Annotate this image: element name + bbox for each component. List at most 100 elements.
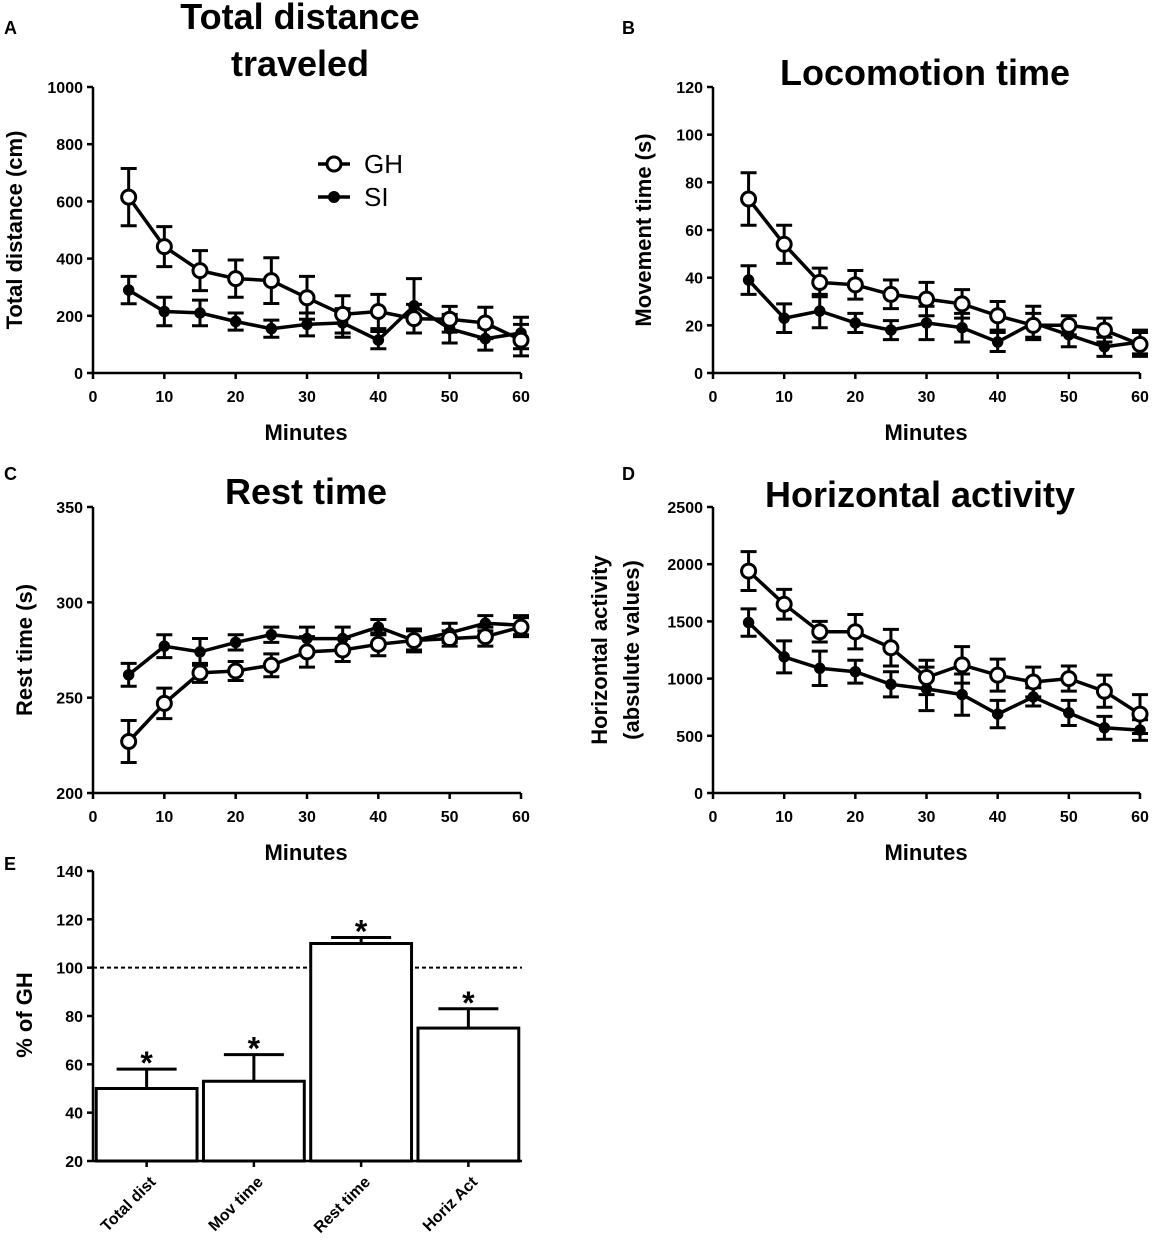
y-tick-label: 40	[685, 271, 703, 288]
data-point-si	[301, 632, 313, 645]
x-tick-label: 60	[512, 809, 530, 826]
data-point-si	[742, 616, 755, 629]
x-axis-label-b: Minutes	[884, 420, 967, 445]
x-tick-label: 0	[89, 389, 98, 406]
y-axis-label-d-line1: Horizontal activity	[587, 554, 612, 744]
data-point-gh	[846, 276, 864, 294]
data-point-gh	[1060, 670, 1078, 688]
y-tick-label: 140	[56, 864, 83, 881]
data-point-si	[920, 317, 933, 329]
data-point-si	[991, 336, 1004, 348]
legend-label-si: SI	[364, 182, 389, 212]
data-point-gh	[775, 235, 793, 253]
data-point-si	[1063, 707, 1075, 719]
series-line-gh	[127, 625, 522, 743]
y-tick-label: 20	[685, 318, 703, 335]
y-tick-label: 0	[74, 366, 83, 383]
plot-area-c: 200 250 300 350 0 10 20 30 40 50 60	[56, 500, 530, 826]
data-point-si	[479, 617, 492, 630]
significance-marker: *	[462, 985, 475, 1021]
data-point-gh	[405, 631, 423, 649]
data-point-gh	[1131, 705, 1149, 723]
data-point-gh	[227, 270, 245, 288]
data-point-gh	[298, 289, 316, 307]
panel-d: D Horizontal activity Horizontal activit…	[587, 464, 1149, 865]
x-tick-label: 0	[709, 389, 718, 406]
series-line-si	[747, 278, 1141, 349]
data-point-gh	[262, 272, 280, 290]
data-point-si	[814, 305, 826, 317]
data-point-gh	[191, 664, 209, 682]
data-point-si	[479, 332, 492, 345]
data-point-gh	[369, 635, 387, 653]
x-tick-label: 40	[369, 389, 387, 406]
data-point-gh	[1060, 316, 1078, 334]
significance-marker: *	[140, 1045, 153, 1081]
data-point-si	[229, 636, 242, 649]
y-tick-label: 60	[685, 223, 703, 240]
data-point-si	[885, 678, 897, 691]
y-tick-label: 400	[56, 252, 83, 269]
data-point-si	[372, 334, 385, 346]
data-point-gh	[512, 331, 530, 349]
y-tick-label: 80	[685, 175, 703, 192]
data-point-si	[122, 284, 135, 296]
x-tick-label: 60	[512, 389, 530, 406]
data-point-gh	[334, 305, 352, 323]
panel-e: E % of GH 20 40 60 80 100 120 140 * Total dist * M…	[4, 854, 522, 1237]
x-tick-label: 0	[89, 809, 98, 826]
error-bar	[223, 1053, 284, 1082]
x-tick-label: 10	[155, 389, 173, 406]
data-point-gh	[1131, 335, 1149, 353]
data-point-gh	[476, 314, 494, 332]
y-tick-label: 80	[65, 1009, 83, 1026]
bar-horiz-act	[416, 1026, 521, 1163]
x-axis-label-c: Minutes	[264, 840, 347, 865]
y-tick-label: 0	[694, 786, 703, 803]
y-tick-label: 250	[56, 691, 83, 708]
data-point-gh	[120, 188, 138, 206]
legend-marker-gh	[325, 155, 343, 173]
y-tick-label: 40	[65, 1106, 83, 1123]
data-point-gh	[882, 285, 900, 303]
data-point-gh	[512, 618, 530, 636]
y-tick-label: 1000	[667, 672, 703, 689]
series-line-si	[127, 621, 522, 677]
data-point-gh	[191, 262, 209, 280]
x-tick-label: 50	[1060, 389, 1078, 406]
panel-b: B Locomotion time Movement time (s) Minu…	[622, 18, 1149, 445]
data-point-si	[1098, 722, 1111, 734]
x-tick-label: Horiz Act	[420, 1173, 482, 1235]
data-point-gh	[298, 643, 316, 661]
legend-a: GH SI	[318, 149, 403, 212]
x-tick-label: 60	[1131, 389, 1149, 406]
data-point-si	[122, 669, 135, 681]
data-point-gh	[740, 562, 758, 580]
x-tick-label: 30	[298, 389, 316, 406]
data-point-gh	[120, 733, 138, 751]
data-point-si	[849, 665, 862, 678]
data-point-gh	[155, 238, 173, 256]
data-point-si	[194, 646, 206, 658]
y-tick-label: 200	[56, 786, 83, 803]
data-point-si	[265, 322, 278, 335]
data-point-si	[885, 324, 897, 336]
panel-letter-c: C	[4, 464, 17, 484]
data-point-gh	[405, 310, 423, 328]
bar-total-dist	[94, 1087, 199, 1163]
data-point-gh	[1095, 682, 1113, 700]
y-tick-label: 2500	[667, 500, 703, 517]
data-point-gh	[476, 628, 494, 646]
legend-label-gh: GH	[364, 149, 403, 179]
legend-marker-si	[328, 191, 340, 203]
data-point-gh	[1024, 316, 1042, 334]
y-tick-label: 120	[676, 80, 703, 97]
x-tick-label: Rest time	[311, 1174, 374, 1237]
plot-area-d: 0 500 1000 1500 2000 2500 0 10 20 30 40 50 60	[667, 500, 1149, 826]
panel-letter-d: D	[622, 464, 635, 484]
x-tick-label: 60	[1131, 809, 1149, 826]
y-axis-label-d-line2: (absulute values)	[619, 560, 644, 740]
y-tick-label: 100	[56, 961, 83, 978]
panel-letter-e: E	[4, 854, 16, 874]
chart-title-a-line1: Total distance	[180, 0, 419, 37]
